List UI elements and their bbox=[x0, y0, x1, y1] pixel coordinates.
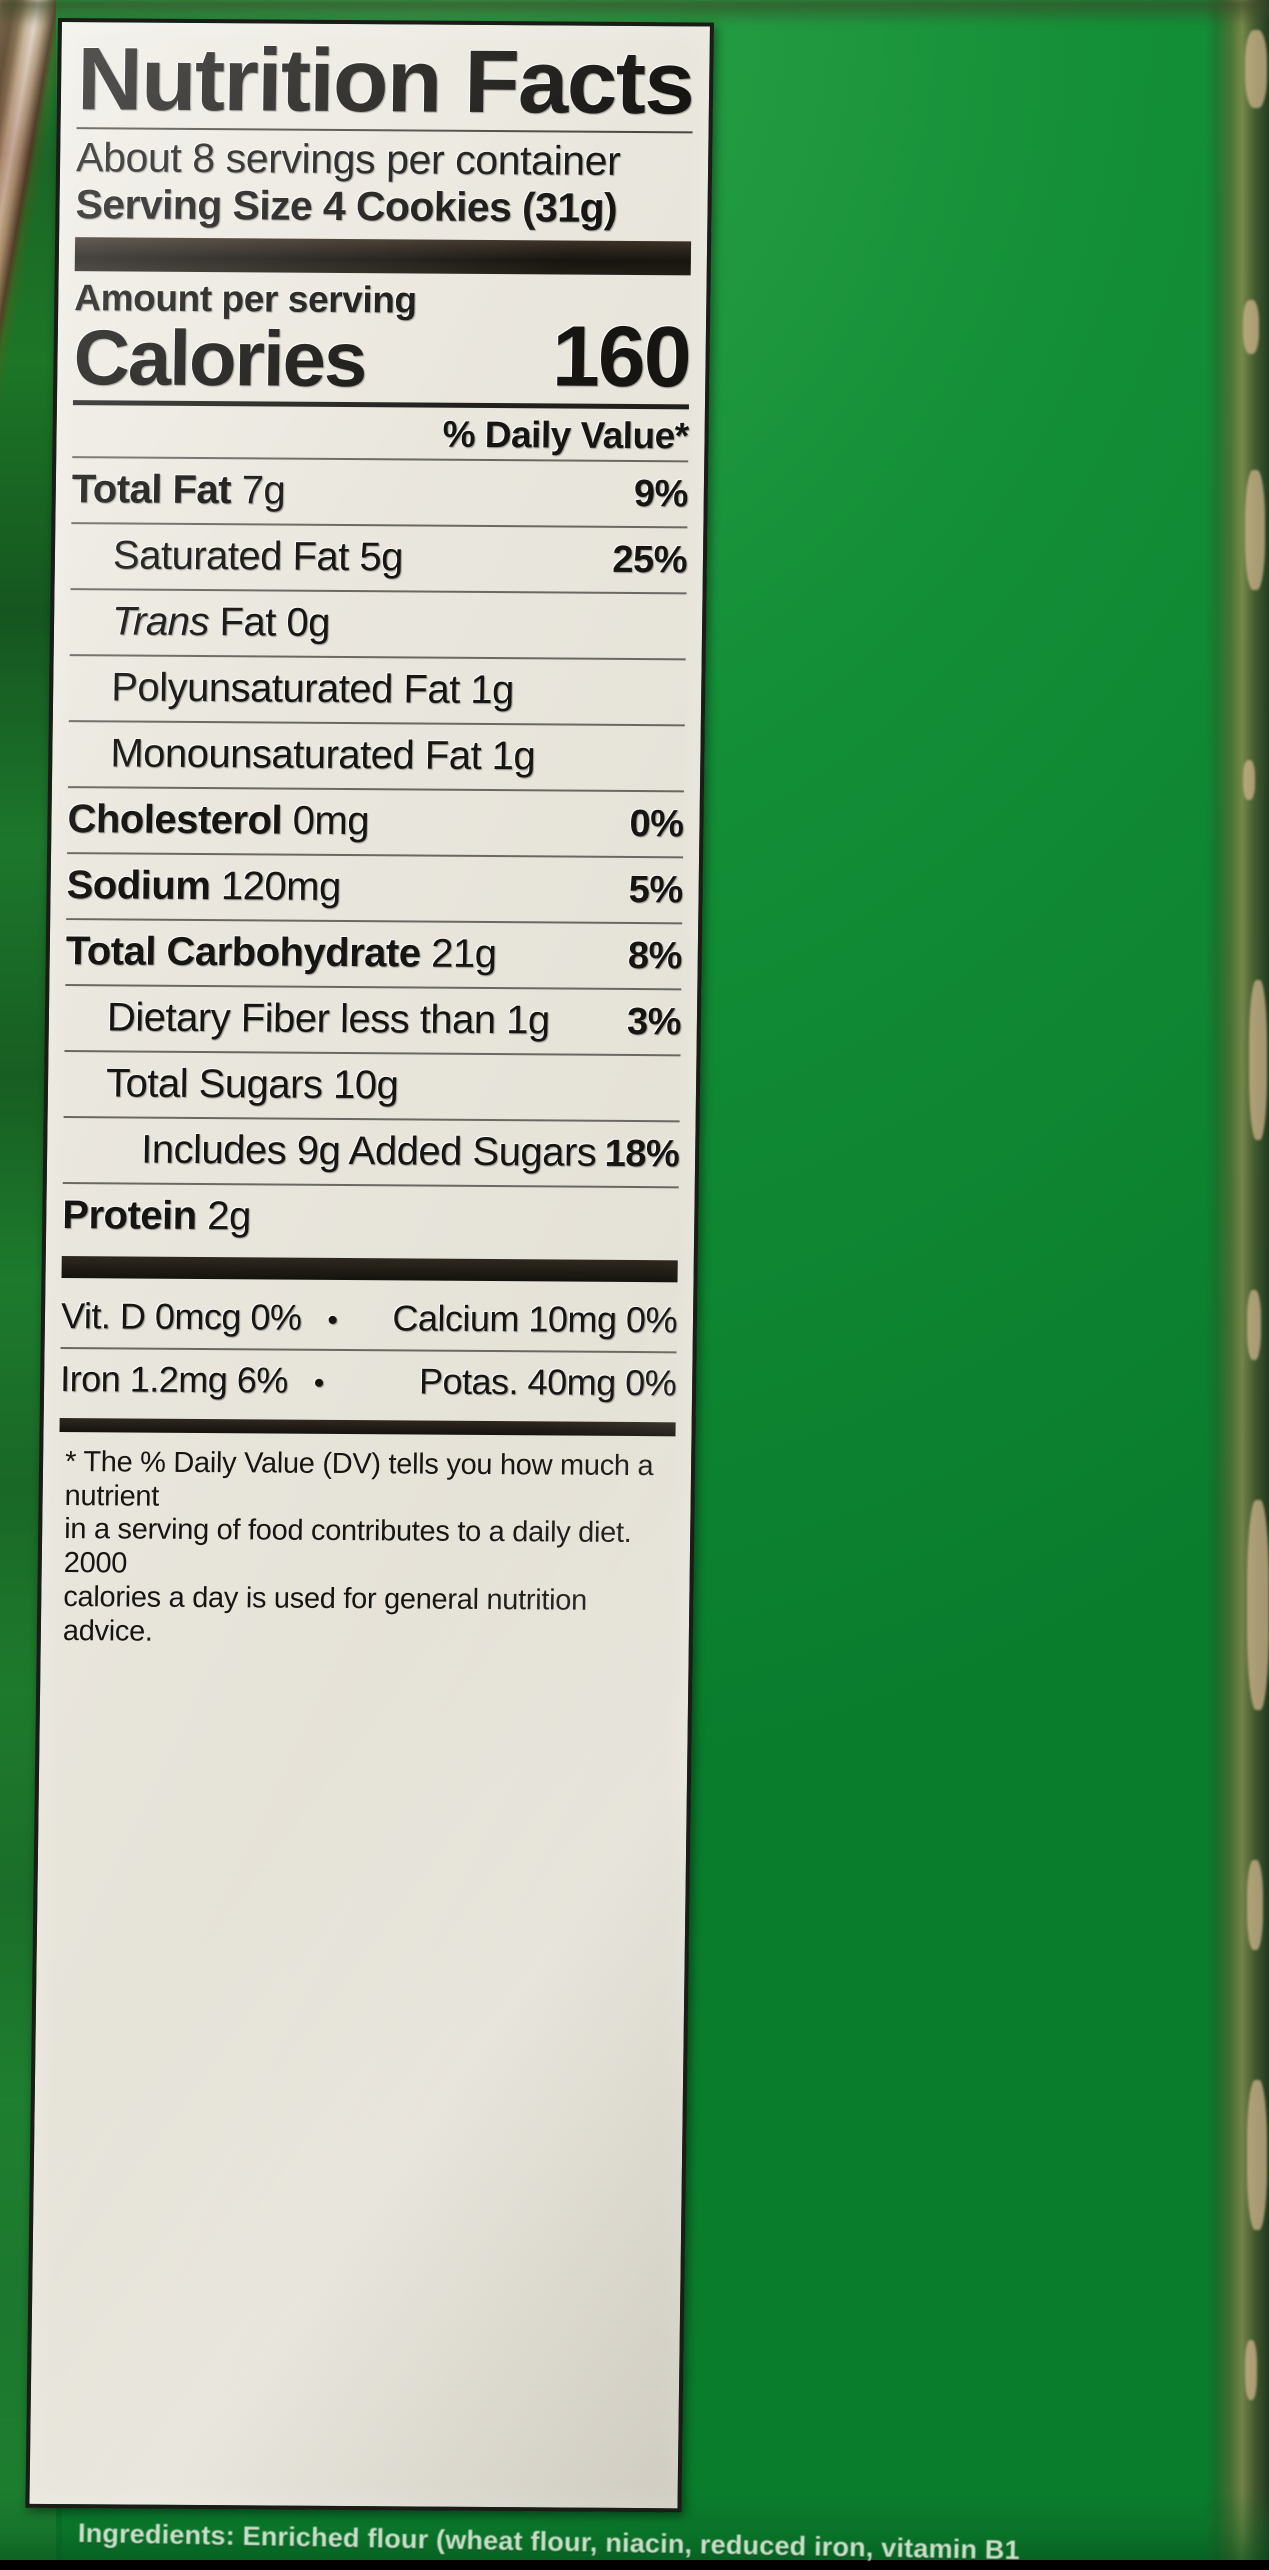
nutrient-rows: Total Fat 7g 9% Saturated Fat 5g 25% Trans F… bbox=[62, 458, 688, 1252]
calories-row: Calories 160 bbox=[72, 308, 691, 406]
nutrient-name: Cholesterol bbox=[67, 796, 283, 843]
nutrient-daily-value: 18% bbox=[604, 1132, 680, 1175]
nutrient-name: Sodium bbox=[66, 862, 211, 908]
nutrient-row: Includes 9g Added Sugars 18% bbox=[63, 1118, 680, 1186]
nutrient-name: Total Carbohydrate bbox=[65, 928, 421, 976]
nutrient-amount: 1g bbox=[480, 733, 536, 778]
footnote-line-3: calories a day is used for general nutri… bbox=[62, 1581, 588, 1648]
nutrient-amount: 120mg bbox=[210, 863, 342, 909]
nutrient-row: Total Carbohydrate 21g 8% bbox=[65, 920, 683, 988]
nutrient-daily-value: 9% bbox=[633, 472, 689, 515]
servings-per-container: About 8 servings per container bbox=[75, 134, 621, 185]
nutrient-name: Includes 9g Added Sugars bbox=[140, 1127, 597, 1175]
nutrient-name: Monounsaturated Fat bbox=[110, 730, 482, 778]
nutrient-name-amount: Cholesterol 0mg bbox=[67, 797, 369, 844]
divider-thick-bottom bbox=[61, 1255, 678, 1282]
micronutrient-row: Vit. D 0mcg 0% • Calcium 10mg 0% bbox=[61, 1286, 678, 1351]
nutrient-daily-value: 3% bbox=[626, 1000, 682, 1043]
nutrient-name: Total Fat bbox=[71, 466, 232, 512]
divider-thick-top bbox=[74, 237, 692, 276]
nutrient-daily-value: 25% bbox=[612, 538, 688, 581]
nutrient-amount: 21g bbox=[420, 931, 497, 976]
nutrient-name-amount: Includes 9g Added Sugars bbox=[141, 1127, 597, 1175]
nutrient-row: Saturated Fat 5g 25% bbox=[71, 524, 688, 592]
nutrient-amount: 0mg bbox=[281, 798, 370, 843]
bullet-separator-icon: • bbox=[313, 1366, 325, 1400]
nutrient-daily-value: 8% bbox=[627, 934, 683, 977]
nutrient-row: Trans Fat 0g bbox=[70, 590, 687, 658]
nutrient-amount: Fat 0g bbox=[208, 599, 331, 645]
nutrient-row: Protein 2g bbox=[62, 1184, 679, 1252]
carton-right-scuff-marks bbox=[1195, 0, 1269, 2560]
nutrient-amount: 2g bbox=[196, 1193, 252, 1238]
micronutrient-left: Vit. D 0mcg 0% bbox=[60, 1294, 302, 1338]
nutrient-name: Polyunsaturated Fat bbox=[110, 664, 461, 712]
nutrient-amount: 10g bbox=[322, 1062, 399, 1107]
nutrient-name-amount: Total Sugars 10g bbox=[106, 1061, 399, 1108]
nutrient-name-amount: Protein 2g bbox=[62, 1193, 251, 1239]
nutrient-name-amount: Monounsaturated Fat 1g bbox=[110, 731, 535, 779]
calories-label: Calories bbox=[72, 313, 366, 404]
nutrient-name: Protein bbox=[62, 1192, 197, 1238]
calories-value: 160 bbox=[551, 308, 691, 406]
nutrient-name-amount: Dietary Fiber less than 1g bbox=[107, 995, 550, 1043]
nutrition-facts-panel: Nutrition Facts About 8 servings per con… bbox=[25, 18, 714, 2513]
nutrient-amount: 5g bbox=[348, 534, 404, 579]
nutrition-facts-panel-wrapper: Nutrition Facts About 8 servings per con… bbox=[25, 18, 714, 2513]
nutrient-name-amount: Total Fat 7g bbox=[72, 467, 286, 513]
serving-size: Serving Size 4 Cookies (31g) bbox=[75, 181, 618, 232]
micronutrient-right: Calcium 10mg 0% bbox=[392, 1296, 678, 1340]
nutrient-name: Saturated Fat bbox=[112, 532, 350, 579]
nutrient-name: Dietary Fiber bbox=[106, 994, 330, 1041]
nutrient-row: Dietary Fiber less than 1g 3% bbox=[64, 986, 682, 1054]
nutrient-daily-value: 5% bbox=[628, 868, 683, 911]
divider-above-footnote bbox=[59, 1417, 676, 1436]
nutrient-amount: less than 1g bbox=[329, 996, 550, 1043]
nutrient-daily-value: 0% bbox=[629, 802, 684, 845]
nutrient-amount: 1g bbox=[459, 667, 515, 712]
nutrient-row: Total Sugars 10g bbox=[64, 1052, 681, 1120]
micronutrient-row: Iron 1.2mg 6% • Potas. 40mg 0% bbox=[60, 1349, 677, 1414]
nutrient-row: Sodium 120mg 5% bbox=[66, 854, 683, 922]
nutrient-name-amount: Trans Fat 0g bbox=[112, 599, 330, 646]
nutrient-amount: 7g bbox=[230, 467, 286, 513]
nutrient-row: Cholesterol 0mg 0% bbox=[67, 788, 684, 856]
nutrient-row: Polyunsaturated Fat 1g bbox=[69, 656, 686, 724]
nutrient-row: Monounsaturated Fat 1g bbox=[68, 722, 685, 790]
nutrient-name: Total Sugars bbox=[105, 1060, 323, 1107]
footnote: * The % Daily Value (DV) tells you how m… bbox=[57, 1440, 676, 1654]
nutrition-facts-title: Nutrition Facts bbox=[76, 28, 694, 133]
daily-value-header: % Daily Value* bbox=[442, 413, 689, 456]
bullet-separator-icon: • bbox=[327, 1303, 338, 1337]
nutrient-name-amount: Total Carbohydrate 21g bbox=[65, 928, 497, 977]
micronutrient-right: Potas. 40mg 0% bbox=[418, 1360, 677, 1403]
footnote-line-2: in a serving of food contributes to a da… bbox=[63, 1513, 632, 1580]
footnote-line-1: * The % Daily Value (DV) tells you how m… bbox=[64, 1445, 654, 1513]
nutrient-row: Total Fat 7g 9% bbox=[71, 458, 689, 526]
micronutrient-rows: Vit. D 0mcg 0% • Calcium 10mg 0% Iron 1.2mg… bbox=[60, 1286, 678, 1414]
nutrient-name: Trans bbox=[111, 598, 210, 644]
micronutrient-left: Iron 1.2mg 6% bbox=[59, 1357, 289, 1401]
nutrient-name-amount: Polyunsaturated Fat 1g bbox=[111, 665, 514, 713]
nutrient-name-amount: Sodium 120mg bbox=[66, 863, 341, 910]
nutrient-name-amount: Saturated Fat 5g bbox=[113, 533, 404, 580]
